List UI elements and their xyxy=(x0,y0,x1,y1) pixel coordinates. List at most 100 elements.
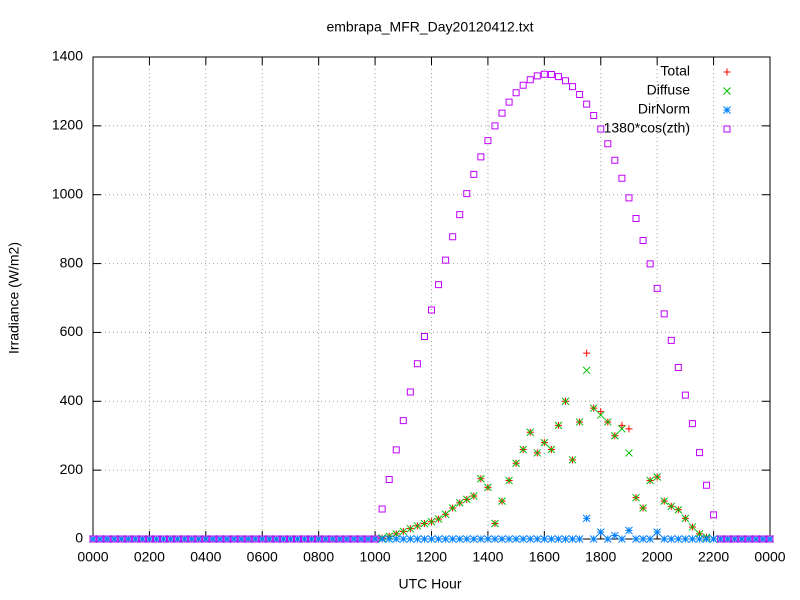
x-tick-label: 0400 xyxy=(190,549,221,565)
point xyxy=(660,497,669,505)
point xyxy=(110,535,118,543)
point xyxy=(251,535,260,543)
point xyxy=(314,535,323,543)
point xyxy=(653,284,661,292)
point xyxy=(201,535,210,543)
point xyxy=(547,535,556,543)
legend-marker xyxy=(723,125,731,133)
point xyxy=(604,140,612,148)
point xyxy=(434,515,443,523)
y-tick-label: 0 xyxy=(75,530,83,546)
point xyxy=(335,535,344,543)
point xyxy=(568,455,577,464)
point xyxy=(258,535,267,543)
point xyxy=(498,535,506,543)
point xyxy=(688,523,697,531)
point xyxy=(272,535,281,543)
point xyxy=(462,535,471,543)
point xyxy=(717,535,725,543)
point xyxy=(328,535,337,543)
point xyxy=(639,504,647,512)
point xyxy=(230,535,238,543)
point xyxy=(505,535,513,543)
y-axis-label: Irradiance (W/m2) xyxy=(6,242,22,354)
point xyxy=(597,125,605,133)
point xyxy=(442,256,450,264)
point xyxy=(456,211,464,219)
point xyxy=(462,495,471,504)
x-tick-label: 0800 xyxy=(303,549,334,565)
point xyxy=(477,535,485,543)
point xyxy=(307,535,316,543)
point xyxy=(583,349,591,357)
point xyxy=(561,535,570,543)
point xyxy=(357,535,365,543)
point xyxy=(710,511,718,519)
point xyxy=(166,535,175,543)
point xyxy=(251,535,259,543)
point xyxy=(244,535,252,543)
point xyxy=(639,237,647,245)
point xyxy=(455,498,464,507)
point xyxy=(484,535,492,543)
point xyxy=(752,535,760,543)
point xyxy=(96,535,104,543)
point xyxy=(167,535,175,543)
point xyxy=(385,535,394,543)
point xyxy=(519,81,527,89)
x-tick-label: 0000 xyxy=(77,549,108,565)
point xyxy=(688,535,697,543)
point xyxy=(103,535,111,543)
point xyxy=(646,476,654,485)
point xyxy=(230,535,238,543)
x-tick-label: 2200 xyxy=(698,549,729,565)
point xyxy=(420,333,428,341)
point xyxy=(463,190,471,198)
point xyxy=(124,535,132,543)
point xyxy=(589,535,598,543)
point xyxy=(357,535,365,543)
point xyxy=(716,535,725,543)
point xyxy=(350,535,358,543)
point xyxy=(646,260,654,268)
point xyxy=(752,535,760,543)
point xyxy=(406,524,415,533)
point xyxy=(194,535,203,543)
legend-marker xyxy=(723,87,731,95)
point xyxy=(145,535,153,543)
point xyxy=(589,404,598,413)
point xyxy=(667,336,675,344)
point xyxy=(582,366,591,375)
point xyxy=(526,535,535,543)
point xyxy=(561,397,570,406)
point xyxy=(103,535,111,543)
point xyxy=(385,475,393,483)
point xyxy=(258,535,266,543)
x-tick-label: 1400 xyxy=(472,549,503,565)
point xyxy=(378,505,386,513)
point xyxy=(364,535,372,543)
point xyxy=(547,445,556,454)
point xyxy=(420,535,429,543)
point xyxy=(89,535,97,543)
point xyxy=(399,417,407,425)
point xyxy=(512,459,520,468)
point xyxy=(413,522,422,530)
point xyxy=(660,535,669,543)
point xyxy=(519,535,528,543)
point xyxy=(674,364,682,372)
point xyxy=(89,535,97,543)
point xyxy=(117,535,126,543)
point xyxy=(428,306,435,314)
point xyxy=(96,535,104,543)
point xyxy=(597,408,605,416)
point xyxy=(653,473,662,481)
point xyxy=(730,535,739,543)
point xyxy=(491,519,499,528)
point xyxy=(526,76,534,84)
point xyxy=(427,517,436,526)
point xyxy=(209,535,217,543)
point xyxy=(745,535,753,543)
